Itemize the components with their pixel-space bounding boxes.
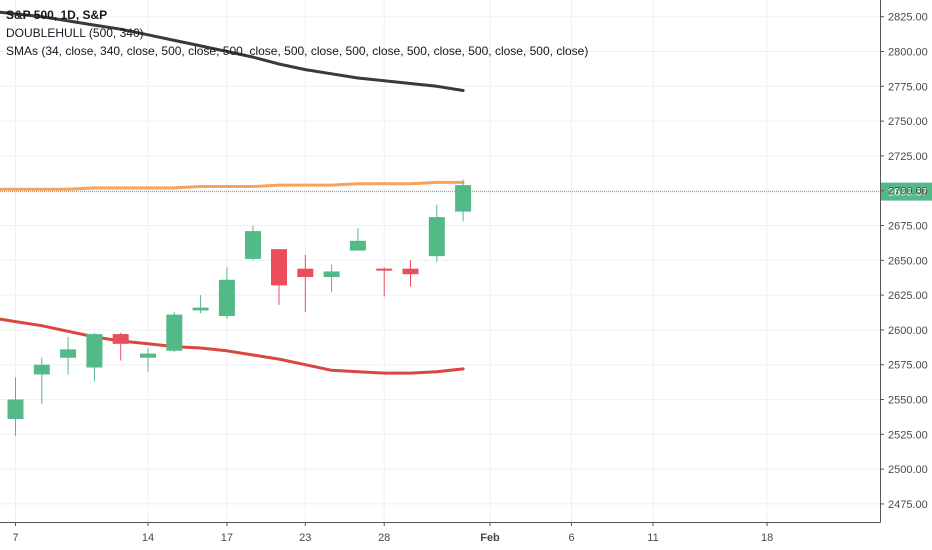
candle-body [349, 240, 366, 251]
candle-up[interactable] [428, 204, 445, 262]
sma-line-orange [0, 180, 465, 191]
sma-line-red [0, 317, 465, 375]
candle-up[interactable] [60, 336, 77, 375]
y-tick-label: 2500.00 [888, 464, 928, 476]
candle-up[interactable] [192, 295, 209, 314]
x-tick-label: 18 [761, 532, 773, 544]
candle-body [402, 268, 419, 275]
candle-body [86, 334, 103, 368]
candle-up[interactable] [140, 348, 156, 372]
x-tick-label: Feb [480, 532, 500, 544]
candle-up[interactable] [7, 377, 24, 436]
symbol-title[interactable]: S&P 500, 1D, S&P [6, 8, 108, 22]
candle-body [7, 399, 24, 419]
candle-body [218, 279, 235, 316]
x-tick-label: 28 [378, 532, 390, 544]
candle-body [60, 349, 77, 358]
x-tick-label: 14 [142, 532, 154, 544]
y-tick-label: 2750.00 [888, 116, 928, 128]
chart-legend: S&P 500, 1D, S&P DOUBLEHULL (500, 340) S… [6, 6, 588, 60]
candle-up[interactable] [33, 357, 50, 404]
sma-lines [0, 10, 465, 375]
y-tick-label: 2600.00 [888, 325, 928, 337]
indicator-doublehull-label[interactable]: DOUBLEHULL (500, 340) [6, 26, 144, 40]
candle-body [166, 314, 183, 351]
candle-up[interactable] [86, 332, 103, 382]
y-tick-label: 2725.00 [888, 151, 928, 163]
last-price-label: 2699.37 [888, 187, 928, 199]
candle-down[interactable] [402, 260, 419, 287]
y-tick-label: 2700.00 [888, 186, 928, 198]
candle-up[interactable] [349, 228, 366, 251]
candle-body [376, 268, 393, 271]
candle-body [297, 268, 314, 278]
candle-down[interactable] [376, 267, 393, 297]
y-tick-label: 2775.00 [888, 81, 928, 93]
grid-lines [0, 0, 880, 522]
candle-body [271, 249, 287, 286]
candle-up[interactable] [323, 264, 340, 293]
y-tick-label: 2825.00 [888, 12, 928, 24]
last-price-line: 2699.37 [0, 182, 932, 201]
x-tick-label: 17 [221, 532, 233, 544]
candle-up[interactable] [166, 311, 183, 353]
y-tick-label: 2525.00 [888, 429, 928, 441]
y-tick-label: 2800.00 [888, 47, 928, 59]
y-tick-label: 2575.00 [888, 360, 928, 372]
candle-body [455, 185, 472, 212]
candle-down[interactable] [112, 332, 129, 361]
candle-down[interactable] [271, 249, 287, 305]
candle-body [245, 231, 261, 259]
candle-body [140, 353, 156, 358]
x-tick-label: 6 [568, 532, 574, 544]
sma-line-dark [0, 10, 465, 92]
last-price-tag[interactable] [880, 182, 932, 201]
x-tick-label: 11 [647, 532, 658, 544]
candle-body [33, 364, 50, 375]
y-tick-label: 2650.00 [888, 255, 928, 267]
candle-body [428, 217, 445, 257]
y-tick-label: 2675.00 [888, 221, 928, 233]
indicator-smas-label[interactable]: SMAs (34, close, 340, close, 500, close,… [6, 44, 589, 58]
candle-body [112, 334, 129, 344]
candle-body [323, 271, 340, 278]
y-tick-label: 2475.00 [888, 499, 928, 511]
y-tick-label: 2625.00 [888, 290, 928, 302]
candle-body [192, 307, 209, 311]
y-tick-label: 2550.00 [888, 395, 928, 407]
candles [7, 179, 472, 436]
x-tick-label: 7 [12, 532, 18, 544]
x-tick-label: 23 [299, 532, 311, 544]
candle-down[interactable] [297, 254, 314, 312]
candle-up[interactable] [455, 179, 472, 222]
candle-up[interactable] [218, 267, 235, 319]
candle-up[interactable] [245, 225, 261, 261]
